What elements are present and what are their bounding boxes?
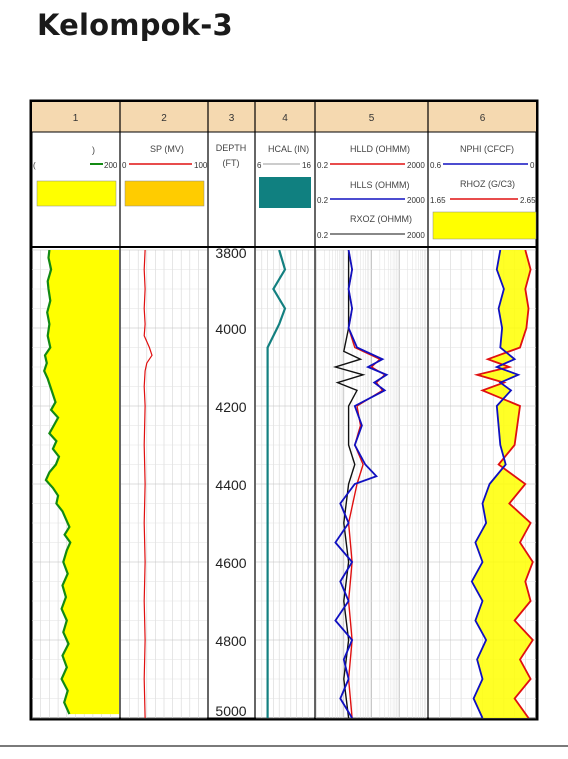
rxoz-scale-left: 0.2 xyxy=(317,231,329,240)
header-legends: ) ( 200 SP (MV) 0 100 DEPTH (FT) HCAL (I… xyxy=(33,143,537,240)
depth-tick-label: 4600 xyxy=(215,555,246,571)
curve-layer xyxy=(43,250,534,718)
depth-tick-label: 4200 xyxy=(215,399,246,415)
track2-scale-left: 0 xyxy=(122,161,127,170)
fill-layer xyxy=(44,250,533,718)
hcal-curve xyxy=(266,250,287,718)
depth-tick-label: 3800 xyxy=(215,245,246,261)
rhoz-curve xyxy=(473,250,534,718)
rxoz-name: RXOZ (OHMM) xyxy=(350,214,412,224)
depth-axis: 3800 4000 4200 4400 4600 4800 5000 xyxy=(215,245,246,719)
track-number-band xyxy=(32,102,536,132)
hlld-scale-right: 2000 xyxy=(407,161,425,170)
hlls-scale-left: 0.2 xyxy=(317,196,329,205)
track1-curve-fill xyxy=(44,250,119,715)
depth-tick-label: 4800 xyxy=(215,633,246,649)
depth-tick-label: 4400 xyxy=(215,477,246,493)
track1-curve xyxy=(43,250,72,715)
track-number-6: 6 xyxy=(480,113,486,124)
depth-tick-label: 5000 xyxy=(215,703,246,719)
sp-curve xyxy=(143,250,153,718)
hlld-name: HLLD (OHMM) xyxy=(350,144,410,154)
rhoz-scale-right: 2.65 xyxy=(520,196,536,205)
nphi-name: NPHI (CFCF) xyxy=(460,144,514,154)
track1-curve-name: ) xyxy=(92,145,95,155)
track-dividers xyxy=(119,101,429,719)
page-title: Kelompok-3 xyxy=(37,8,233,42)
track4-scale-right: 16 xyxy=(302,161,311,170)
track-number-2: 2 xyxy=(161,113,167,124)
hlld-scale-left: 0.2 xyxy=(317,161,329,170)
track2-scale-right: 100 xyxy=(194,161,208,170)
bottom-rule xyxy=(0,745,568,747)
track4-scale-left: 6 xyxy=(257,161,262,170)
nphi-scale-left: 0.6 xyxy=(430,161,442,170)
track1-legend-fill xyxy=(36,180,117,207)
nphi-scale-right: 0 xyxy=(530,161,535,170)
crossover-fill xyxy=(471,250,533,718)
track4-curve-name: HCAL (IN) xyxy=(268,144,309,154)
track-number-5: 5 xyxy=(369,113,375,124)
hlls-curve xyxy=(334,250,389,718)
hlls-name: HLLS (OHMM) xyxy=(350,180,410,190)
track4-legend-fill xyxy=(259,177,311,208)
nphi-curve xyxy=(470,250,521,718)
rxoz-curve xyxy=(332,250,366,718)
track-number-4: 4 xyxy=(282,113,288,124)
rhoz-name: RHOZ (G/C3) xyxy=(460,179,515,189)
rhoz-scale-left: 1.65 xyxy=(430,196,446,205)
track6-legend-fill xyxy=(432,211,537,240)
rxoz-scale-right: 2000 xyxy=(407,231,425,240)
hlls-scale-right: 2000 xyxy=(407,196,425,205)
track1-scale-right: 200 xyxy=(104,161,118,170)
depth-label: DEPTH xyxy=(216,143,247,153)
track1-scale-left: ( xyxy=(33,161,36,170)
depth-unit: (FT) xyxy=(223,158,240,168)
track-number-3: 3 xyxy=(229,113,235,124)
depth-tick-label: 4000 xyxy=(215,321,246,337)
track2-legend-fill xyxy=(124,180,205,207)
track-numbers: 1 2 3 4 5 6 xyxy=(73,113,486,124)
track-number-1: 1 xyxy=(73,113,79,124)
track2-curve-name: SP (MV) xyxy=(150,144,184,154)
